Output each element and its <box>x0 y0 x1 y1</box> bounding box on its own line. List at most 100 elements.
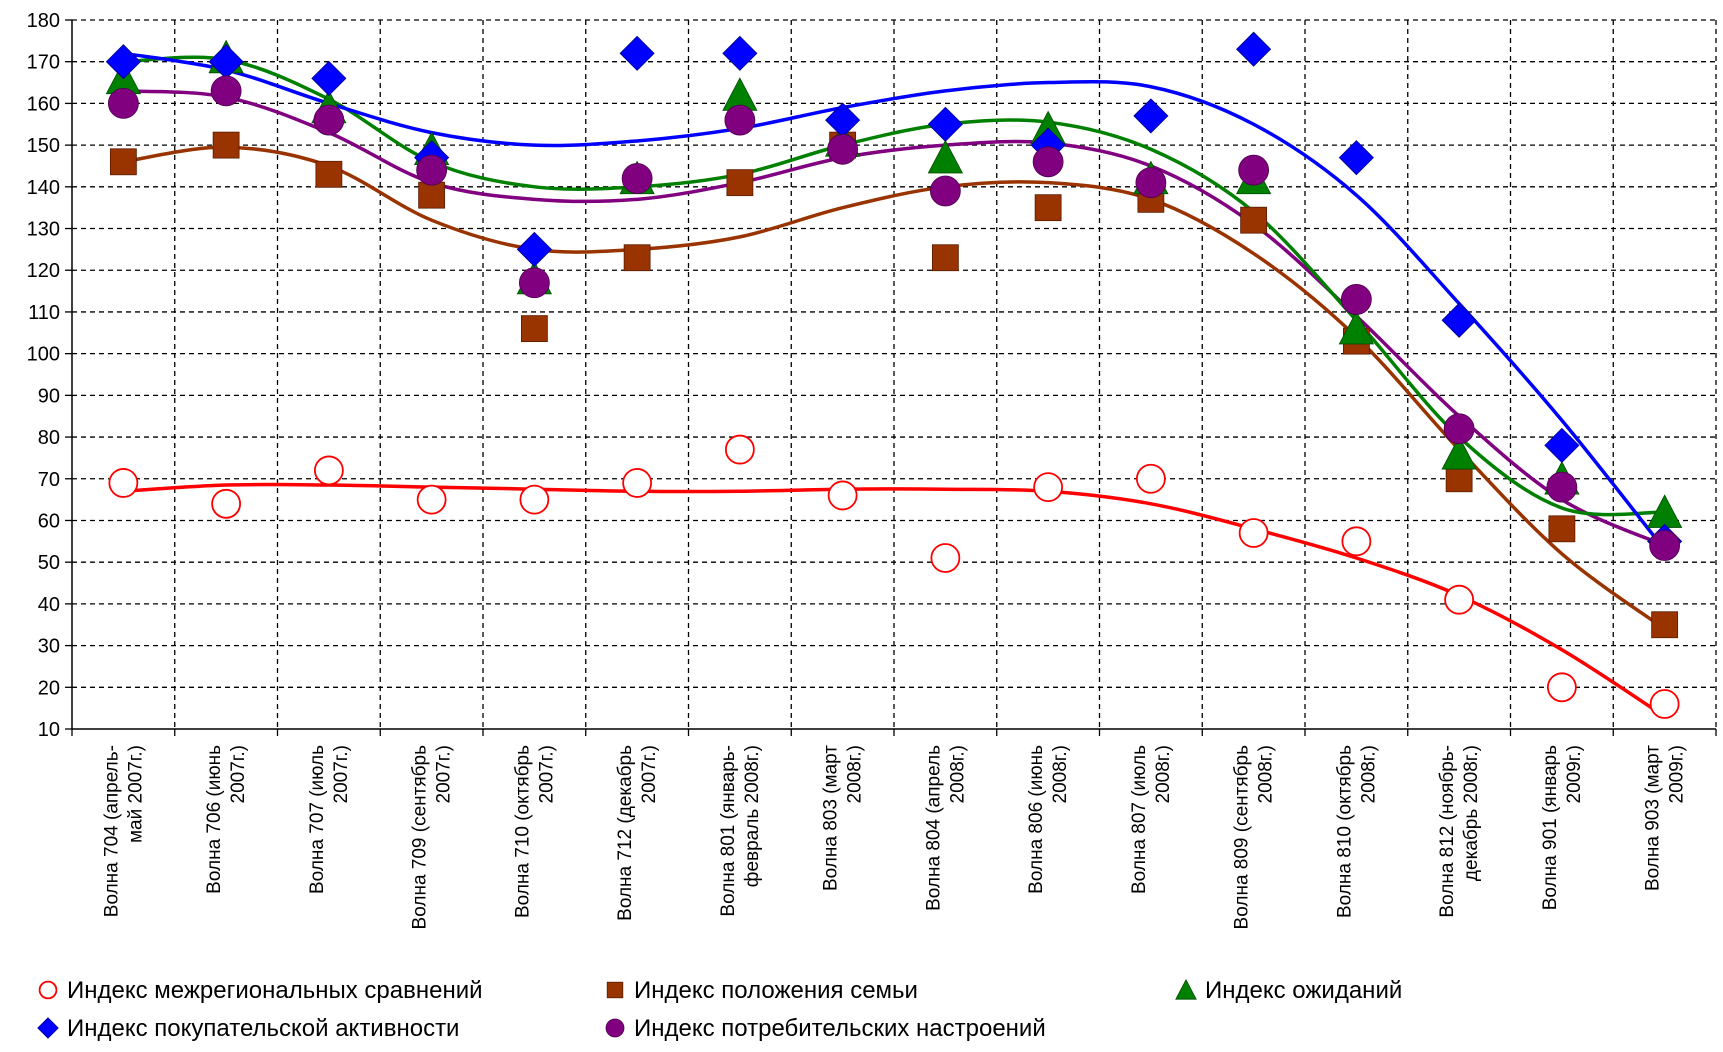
x-tick-label: Волна 803 (март 2008г.) <box>821 745 866 891</box>
y-tick-label: 80 <box>38 427 60 449</box>
x-tick-label-line: 2007г.) <box>228 745 249 803</box>
point-purchasing <box>1441 302 1477 338</box>
y-tick-label: 170 <box>27 52 60 74</box>
x-tick-label-line: Волна 810 (октябрь <box>1334 745 1355 918</box>
y-tick-label: 110 <box>28 302 60 324</box>
point-sentiment <box>929 175 961 207</box>
y-tick-label: 140 <box>27 177 60 199</box>
x-tick-label-line: 2008г.) <box>845 745 866 803</box>
x-tick-label: Волна 712 (декабрь 2007г.) <box>615 745 660 921</box>
x-axis-ticks: Волна 704 (апрель-май 2007г.) Волна 706 (… <box>101 745 1687 930</box>
x-tick-label: Волна 809 (сентябрь 2008г.) <box>1232 745 1277 930</box>
x-tick-label: Волна 806 (июнь 2008г.) <box>1026 745 1071 894</box>
point-interregional <box>313 455 344 486</box>
point-family <box>1240 206 1268 234</box>
point-purchasing <box>1236 31 1272 67</box>
point-interregional <box>1033 472 1064 503</box>
point-sentiment <box>1135 167 1167 199</box>
point-sentiment <box>1546 471 1578 503</box>
x-tick-label-line: декабрь 2008г.) <box>1461 745 1482 881</box>
point-family <box>1445 465 1473 493</box>
x-tick-label-line: 2008г.) <box>1256 745 1277 803</box>
x-tick-label-line: Волна 710 (октябрь <box>512 745 533 918</box>
x-tick-label-line: Волна 806 (июнь <box>1026 745 1047 894</box>
point-purchasing <box>722 35 758 71</box>
point-expectations <box>927 139 964 174</box>
point-family <box>109 148 137 176</box>
point-sentiment <box>1649 530 1681 561</box>
point-interregional <box>108 468 139 498</box>
point-sentiment <box>1032 146 1064 178</box>
point-sentiment <box>210 75 242 107</box>
point-family <box>726 169 754 197</box>
point-purchasing <box>311 60 347 96</box>
point-family <box>418 181 446 209</box>
point-family <box>1548 515 1576 543</box>
point-purchasing <box>516 231 552 267</box>
legend-label: Индекс ожиданий <box>1205 977 1402 1004</box>
x-tick-label-line: Волна 706 (июнь <box>204 745 225 894</box>
x-tick-label-line: 2009г.) <box>1667 745 1688 803</box>
y-tick-label: 160 <box>27 93 60 115</box>
trend-line <box>121 55 1667 517</box>
point-interregional <box>930 543 961 573</box>
x-tick-label-line: 2009г.) <box>1564 745 1585 803</box>
point-family <box>1651 611 1679 639</box>
point-family <box>931 244 959 272</box>
trend-line <box>121 482 1667 719</box>
x-tick-label-line: Волна 801 (январь- <box>718 745 739 917</box>
y-tick-label: 60 <box>38 510 60 532</box>
point-family <box>520 315 548 343</box>
y-tick-label: 90 <box>38 385 60 407</box>
point-interregional <box>519 484 550 515</box>
point-expectations <box>1175 978 1197 1000</box>
x-tick-label-line: Волна 707 (июль <box>307 745 328 894</box>
point-sentiment <box>107 88 139 119</box>
point-interregional <box>1444 584 1475 615</box>
y-tick-label: 40 <box>38 594 60 616</box>
x-tick-label: Волна 706 (июнь 2007г.) <box>204 745 249 894</box>
x-tick-label: Волна 707 (июль 2007г.) <box>307 745 352 894</box>
x-tick-label-line: Волна 803 (март <box>821 745 842 891</box>
point-family <box>212 131 240 159</box>
y-tick-label: 130 <box>27 219 60 241</box>
x-tick-label-line: 2007г.) <box>434 745 455 803</box>
point-interregional <box>211 488 242 519</box>
data-points <box>105 31 1683 719</box>
trend-line <box>121 89 1667 548</box>
legend-item: Индекс межрегиональных сравнений <box>38 977 483 1004</box>
legend-item: Индекс положения семьи <box>606 977 918 1004</box>
point-purchasing <box>105 44 141 80</box>
legend-label: Индекс потребительских настроений <box>634 1015 1046 1042</box>
x-tick-label: Волна 804 (апрель 2008г.) <box>923 745 968 911</box>
legend-item: Индекс покупательской активности <box>37 1015 459 1042</box>
grid <box>72 19 1717 729</box>
point-family <box>623 244 651 272</box>
point-sentiment <box>518 267 550 299</box>
x-tick-label-line: Волна 709 (сентябрь <box>410 745 431 930</box>
point-interregional <box>1238 518 1269 548</box>
x-tick-label: Волна 807 (июль 2008г.) <box>1129 745 1174 894</box>
y-tick-label: 120 <box>27 260 60 282</box>
x-tick-label-line: 2008г.) <box>947 745 968 803</box>
x-tick-label-line: май 2007г.) <box>125 745 146 843</box>
legend-item: Индекс ожиданий <box>1175 977 1402 1004</box>
x-tick-label: Волна 801 (январь-февраль 2008г.) <box>718 745 763 917</box>
point-purchasing <box>1338 140 1374 176</box>
x-tick-label-line: Волна 812 (ноябрь- <box>1437 745 1458 918</box>
y-tick-label: 180 <box>27 10 60 32</box>
y-tick-label: 20 <box>38 677 60 699</box>
point-interregional <box>622 468 653 498</box>
x-tick-label-line: 2007г.) <box>536 745 557 803</box>
point-purchasing <box>927 106 963 142</box>
x-tick-label-line: 2007г.) <box>639 745 660 803</box>
point-family <box>1034 194 1062 222</box>
x-tick-label: Волна 709 (сентябрь 2007г.) <box>410 745 455 930</box>
point-sentiment <box>827 133 859 165</box>
legend: Индекс межрегиональных сравнений Индекс п… <box>37 977 1402 1042</box>
legend-label: Индекс межрегиональных сравнений <box>67 977 483 1004</box>
x-tick-label-line: 2008г.) <box>1050 745 1071 803</box>
x-tick-label-line: Волна 712 (декабрь <box>615 745 636 921</box>
x-tick-label-line: 2007г.) <box>331 745 352 803</box>
point-interregional <box>38 980 58 1000</box>
